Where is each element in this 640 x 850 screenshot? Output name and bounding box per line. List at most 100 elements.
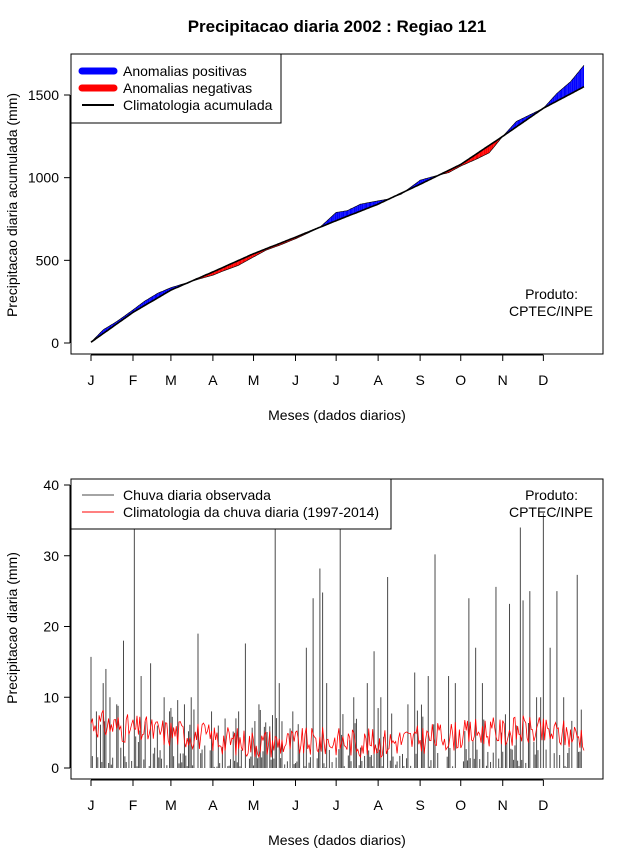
cumulative-y-tick-label: 1500 <box>28 87 59 103</box>
positive-anomaly-area <box>565 85 567 97</box>
cumulative-x-label: Meses (dados diarios) <box>268 407 406 423</box>
positive-anomaly-area <box>578 70 580 90</box>
daily-x-tick-label: O <box>455 797 466 813</box>
positive-anomaly-area <box>552 96 555 104</box>
cumulative-x-tick-label: S <box>415 372 424 388</box>
positive-anomaly-area <box>581 66 583 89</box>
positive-anomaly-area <box>556 92 559 102</box>
cumulative-y-axis: 0 500 1000 1500 <box>28 87 71 351</box>
cumulative-x-tick-label: N <box>498 372 508 388</box>
positive-anomaly-area <box>569 81 571 95</box>
positive-anomaly-area <box>356 205 358 213</box>
daily-y-tick-label: 20 <box>43 619 59 635</box>
positive-anomaly-area <box>340 211 342 220</box>
cumulative-x-tick-label: F <box>129 372 138 388</box>
positive-anomaly-area <box>328 218 330 224</box>
positive-anomaly-area <box>573 76 575 93</box>
daily-x-tick-label: S <box>415 797 424 813</box>
positive-anomaly-area <box>559 89 561 100</box>
negative-anomaly-area <box>490 143 492 152</box>
positive-anomaly-area <box>562 87 564 99</box>
cumulative-x-tick-label: M <box>165 372 177 388</box>
cumulative-x-tick-label: J <box>292 372 299 388</box>
positive-anomaly-area <box>344 210 346 218</box>
cumulative-y-tick-label: 1000 <box>28 170 59 186</box>
positive-anomaly-area <box>582 65 584 88</box>
positive-anomaly-area <box>563 86 566 98</box>
cumulative-x-tick-label: A <box>208 372 218 388</box>
positive-anomaly-area <box>555 93 557 102</box>
positive-anomaly-area <box>558 91 560 101</box>
positive-anomaly-area <box>367 202 369 209</box>
negative-anomaly-area <box>238 259 240 266</box>
daily-y-tick-label: 0 <box>51 760 59 776</box>
legend-label-climatology-daily: Climatologia da chuva diaria (1997-2014) <box>123 504 379 520</box>
positive-anomaly-area <box>359 204 361 212</box>
positive-anomaly-area <box>345 210 347 217</box>
positive-anomaly-area <box>342 211 345 218</box>
cumulative-y-label: Precipitacao diaria acumulada (mm) <box>4 93 20 317</box>
negative-anomaly-area <box>485 147 487 155</box>
negative-anomaly-area <box>483 148 486 156</box>
legend-label-climatology: Climatologia acumulada <box>123 97 273 113</box>
positive-anomaly-area <box>341 211 343 219</box>
daily-panel: 0 10 20 30 40 J F M A M J J A S O N D Precipitacao diar… <box>4 477 604 848</box>
positive-anomaly-area <box>351 208 353 215</box>
legend-label-negative: Anomalias negativas <box>123 80 252 96</box>
positive-anomaly-area <box>338 211 341 220</box>
positive-anomaly-area <box>370 202 372 208</box>
daily-x-tick-label: J <box>292 797 299 813</box>
daily-observed-bars <box>90 513 582 768</box>
positive-anomaly-area <box>574 75 576 92</box>
climatology-cumulative-line <box>90 85 585 343</box>
daily-x-tick-label: F <box>129 797 138 813</box>
negative-anomaly-area <box>486 146 488 155</box>
positive-anomaly-area <box>334 212 337 222</box>
positive-anomaly-area <box>363 203 365 210</box>
cumulative-x-tick-label: J <box>88 372 95 388</box>
positive-anomaly-area <box>371 201 373 207</box>
legend-box <box>70 478 392 530</box>
positive-anomaly-area <box>364 203 366 210</box>
positive-anomaly-area <box>332 214 334 223</box>
daily-x-tick-label: M <box>248 797 260 813</box>
legend-label-observed: Chuva diaria observada <box>123 487 271 503</box>
daily-x-tick-label: J <box>88 797 95 813</box>
legend-label-positive: Anomalias positivas <box>123 63 247 79</box>
daily-x-tick-label: M <box>165 797 177 813</box>
positive-anomaly-area <box>361 203 364 211</box>
positive-anomaly-area <box>571 78 574 94</box>
cumulative-x-tick-label: M <box>248 372 260 388</box>
positive-anomaly-area <box>336 212 338 221</box>
daily-legend: Chuva diaria observada Climatologia da c… <box>70 478 392 530</box>
daily-y-axis: 0 10 20 30 40 <box>43 477 71 776</box>
daily-y-tick-label: 10 <box>43 689 59 705</box>
daily-x-tick-label: A <box>373 797 383 813</box>
daily-x-tick-label: D <box>538 797 548 813</box>
positive-anomaly-area <box>330 216 333 223</box>
daily-y-tick-label: 30 <box>43 548 59 564</box>
positive-anomaly-area <box>579 68 582 89</box>
cumulative-x-tick-label: D <box>538 372 548 388</box>
negative-anomaly-area <box>487 145 490 154</box>
product-source: CPTEC/INPE <box>509 303 593 319</box>
chart-title: Precipitacao diaria 2002 : Regiao 121 <box>188 17 487 36</box>
negative-anomaly-area <box>237 260 239 266</box>
cumulative-panel: 0 500 1000 1500 J F M A M J J A S O N D Precipitacao d… <box>4 53 604 423</box>
negative-anomaly-area <box>482 149 484 157</box>
cumulative-y-tick-label: 500 <box>36 252 60 268</box>
positive-anomaly-area <box>349 208 352 216</box>
cumulative-x-tick-label: A <box>373 372 383 388</box>
positive-anomaly-area <box>554 94 556 103</box>
cumulative-plot-frame <box>70 53 604 355</box>
daily-x-tick-label: N <box>498 797 508 813</box>
positive-anomaly-area <box>365 202 368 209</box>
product-source: CPTEC/INPE <box>509 504 593 520</box>
cumulative-y-tick-label: 0 <box>51 335 59 351</box>
positive-anomaly-area <box>337 211 339 221</box>
positive-anomaly-area <box>353 206 356 214</box>
negative-anomaly-area <box>491 142 494 150</box>
